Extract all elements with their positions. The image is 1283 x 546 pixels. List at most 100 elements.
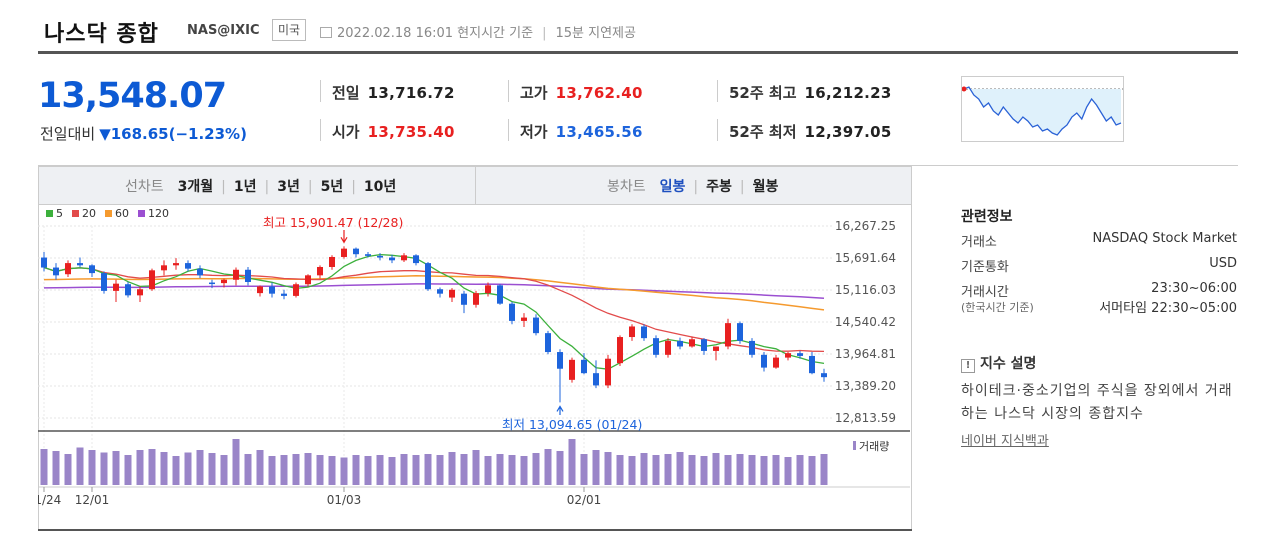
legend-item: 60 [105,207,129,220]
index-description: 하이테크·중소기업의 주식을 장외에서 거래하는 나스닥 시장의 종합지수 [961,383,1233,422]
sparkline-chart[interactable] [961,76,1124,142]
volume-bar [712,453,720,485]
volume-bar [556,451,564,485]
candle-body [737,323,743,341]
candle-body [149,270,155,290]
volume-bar [688,455,696,485]
candle-body [89,265,95,274]
ma60-line [43,275,825,311]
sparkline-line [963,86,1122,136]
period-10y[interactable]: 10년 [363,179,397,195]
volume-bar [796,455,804,485]
volume-bar [364,456,372,485]
x-tick-label: 12/01 [75,493,110,507]
volume-bar [724,455,732,485]
period-3y[interactable]: 3년 [277,179,300,195]
candle-body [617,337,623,364]
period-1y[interactable]: 1년 [233,179,257,195]
candle-body [221,279,227,284]
candle-body [605,358,611,386]
volume-bar [640,453,648,485]
candle-body [701,339,707,351]
candle-body [545,333,551,353]
currency-label: 기준통화 [961,260,1009,275]
volume-bar [448,452,456,485]
volume-bar [676,452,684,485]
divider [320,119,321,141]
legend-item: 120 [138,207,169,220]
volume-bar [40,449,48,485]
candle-body [101,273,107,291]
naver-encyclopedia-link[interactable]: 네이버 지식백과 [961,434,1049,449]
index-desc-title: ! 지수 설명 [961,353,1036,373]
volume-bar [148,449,156,485]
header-divider [38,51,1238,54]
candle-weekly[interactable]: 주봉 [706,179,732,195]
candle-body [797,353,803,356]
candle-body [53,267,59,276]
sparkline-high-dot [961,86,967,92]
volume-bar [628,456,636,485]
volume-bar [784,457,792,485]
candle-body [509,303,515,321]
candle-body [365,254,371,256]
volume-bar [232,439,240,485]
candle-chart-periods: 봉차트 일봉 | 주봉 | 월봉 [607,179,779,195]
candle-body [257,286,263,294]
candle-monthly[interactable]: 월봉 [752,179,779,195]
volume-bar [76,447,84,485]
candlestick-chart[interactable]: 16,267.25 15,691.64 15,116.03 14,540.42 13,9… [38,205,912,530]
exchange-label: 거래소 [961,235,997,250]
y-tick-label: 13,389.20 [835,379,896,393]
volume-bar [184,452,192,485]
volume-bar [160,452,168,485]
candle-body [449,289,455,298]
candle-body [677,340,683,347]
divider [717,119,718,141]
x-tick-label: 01/03 [327,493,362,507]
volume-bar [328,456,336,485]
sparkline-svg [961,86,1123,136]
chart-bottom-line [38,529,912,531]
period-5y[interactable]: 5년 [320,179,344,195]
x-tick-label: 11/24 [38,493,61,507]
candle-daily[interactable]: 일봉 [659,179,686,195]
kst-label: (한국시간 기준) [961,301,1034,314]
legend-item: 20 [72,207,96,220]
candle-body [749,340,755,355]
period-3m[interactable]: 3개월 [177,179,214,195]
line-chart-label: 선차트 [125,179,164,195]
volume-bar [700,456,708,485]
divider [508,119,509,141]
candle-body [497,285,503,304]
volume-bar [208,453,216,485]
volume-bar [376,455,384,485]
candle-body [197,268,203,276]
candle-body [281,293,287,296]
divider [320,80,321,102]
candle-body [329,256,335,267]
candle-body [173,263,179,266]
volume-bar [136,450,144,485]
volume-bar [472,450,480,485]
current-price: 13,548.07 [38,76,227,116]
candle-body [821,373,827,378]
candle-body [785,353,791,358]
volume-bar [352,455,360,485]
volume-bar [604,452,612,485]
index-title: 나스닥 종합 [44,22,159,47]
candle-body [809,355,815,374]
section-divider [38,165,1238,166]
y-tick-label: 15,691.64 [835,251,896,265]
delay-note: 15분 지연제공 [555,26,636,41]
candle-body [485,285,491,294]
volume-bar [112,451,120,485]
candle-body [641,326,647,339]
volume-bar [616,455,624,485]
volume-bar [820,454,828,485]
candle-body [425,263,431,290]
candle-body [533,317,539,334]
volume-bar [412,455,420,485]
volume-bar [496,454,504,485]
low-price: 저가 13,465.56 [520,123,643,141]
